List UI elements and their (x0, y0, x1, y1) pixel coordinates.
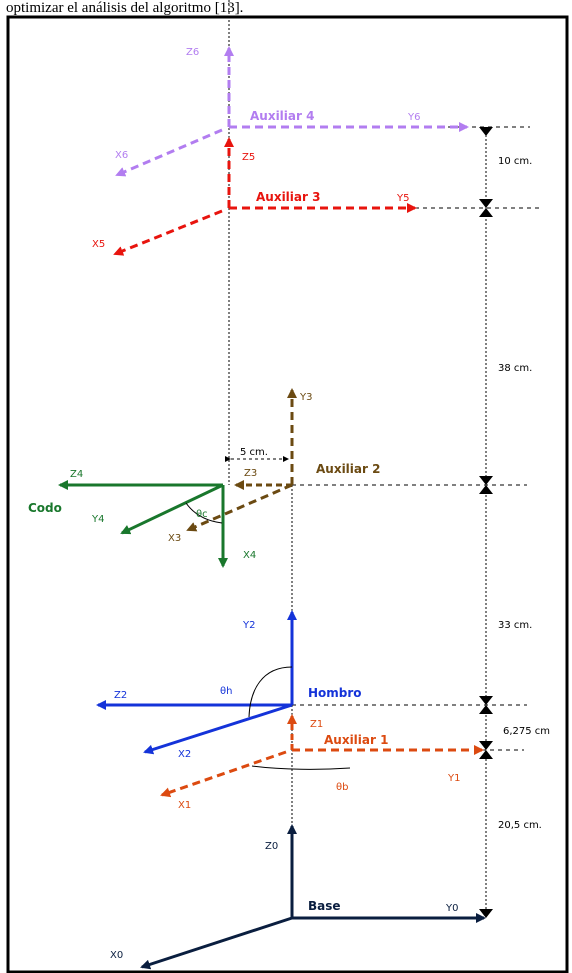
x0-label: X0 (110, 950, 123, 961)
dimension-10: 10 cm. (498, 156, 532, 167)
x1-label: X1 (178, 800, 191, 811)
hombro-angle-arc (248, 666, 293, 718)
dimension-38: 38 cm. (498, 363, 532, 374)
frame-codo: Z4 X4 Y4 θc Codo (28, 469, 256, 568)
x3-axis-arrow (186, 483, 293, 532)
level-reference-lines (292, 126, 540, 751)
y1-label: Y1 (447, 773, 460, 784)
frame-auxiliar-2: Y3 Z3 X3 Auxiliar 2 (168, 388, 380, 544)
z5-label: Z5 (242, 152, 255, 163)
dimension-205: 20,5 cm. (498, 820, 542, 831)
frame-hombro: Y2 Z2 X2 θh Hombro (96, 610, 362, 760)
base-label: Base (308, 899, 341, 913)
x1-axis-arrow (160, 750, 287, 798)
x3-label: X3 (168, 533, 181, 544)
y3-label: Y3 (299, 392, 312, 403)
y4-label: Y4 (91, 514, 104, 525)
dimension-5: 5 cm. (240, 447, 268, 458)
hombro-label: Hombro (308, 686, 362, 700)
x0-axis-arrow (140, 916, 293, 970)
auxiliar-2-label: Auxiliar 2 (316, 462, 380, 476)
diagram-border (6, 15, 569, 973)
codo-angle-arc (185, 502, 223, 524)
frame-auxiliar-3: Z5 Y5 X5 Auxiliar 3 (92, 137, 417, 256)
x5-label: X5 (92, 239, 105, 250)
auxiliar-1-label: Auxiliar 1 (324, 733, 388, 747)
auxiliar-4-label: Auxiliar 4 (250, 109, 314, 123)
z4-label: Z4 (70, 469, 83, 480)
y4-axis-arrow (120, 483, 224, 535)
dimension-6275: 6,275 cm (503, 726, 550, 737)
frame-auxiliar-1: Z1 Y1 X1 θb Auxiliar 1 (160, 714, 484, 811)
x6-axis-arrow (115, 128, 223, 177)
header-caption: optimizar el análisis del algoritmo [13]… (6, 0, 244, 16)
z2-label: Z2 (114, 690, 127, 701)
z6-label: Z6 (186, 47, 199, 58)
auxiliar-1-angle-label: θb (336, 782, 348, 793)
dimension-33: 33 cm. (498, 620, 532, 631)
z1-label: Z1 (310, 719, 323, 730)
z0-label: Z0 (265, 841, 278, 852)
y2-label: Y2 (242, 620, 255, 631)
auxiliar-3-label: Auxiliar 3 (256, 190, 320, 204)
x2-label: X2 (178, 749, 191, 760)
codo-angle-label: θc (196, 509, 208, 520)
hombro-angle-label: θh (220, 686, 232, 697)
x6-label: X6 (115, 150, 128, 161)
dimension-markers (479, 127, 493, 918)
frame-auxiliar-4: Z6 Y6 X6 Auxiliar 4 (115, 46, 469, 177)
y0-label: Y0 (445, 903, 458, 914)
x2-axis-arrow (143, 703, 293, 755)
y6-label: Y6 (407, 112, 420, 123)
auxiliar-1-angle-arc (251, 765, 351, 770)
z3-label: Z3 (244, 468, 257, 479)
x5-axis-arrow (113, 209, 223, 256)
y5-label: Y5 (396, 193, 409, 204)
x4-label: X4 (243, 550, 256, 561)
codo-label: Codo (28, 501, 62, 515)
frame-base: Z0 Y0 X0 Base (110, 824, 486, 970)
